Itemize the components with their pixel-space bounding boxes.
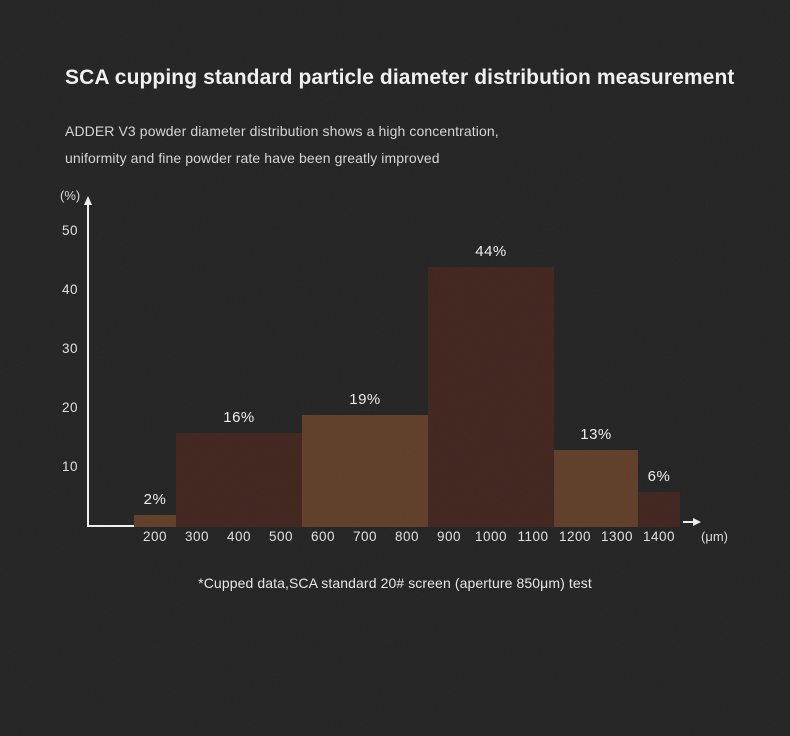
particle-distribution-bar-chart: (%) (μm) 10 20 30 40 50 200 300 400 500 600 700 800… bbox=[60, 188, 728, 544]
bar-value-label-900um: 44% bbox=[475, 243, 507, 260]
y-axis-tick-label-10: 10 bbox=[61, 459, 78, 474]
bar-value-label-300um: 16% bbox=[223, 409, 255, 426]
bar-600um bbox=[302, 415, 428, 527]
x-axis-unit-label: (μm) bbox=[701, 529, 728, 544]
footnote: *Cupped data,SCA standard 20# screen (ap… bbox=[198, 575, 592, 591]
y-axis-tick-label-30: 30 bbox=[61, 341, 78, 356]
y-axis-tick-label-40: 40 bbox=[61, 282, 78, 297]
bar-value-label-600um: 19% bbox=[349, 391, 381, 408]
bar-value-label-1200um: 13% bbox=[580, 426, 612, 443]
y-axis-tick-label-20: 20 bbox=[61, 400, 78, 415]
bar-200um bbox=[134, 515, 176, 527]
x-axis-baseline-segment bbox=[87, 525, 134, 527]
y-axis-line bbox=[87, 204, 89, 527]
bar-1200um bbox=[554, 450, 638, 527]
bar-300um bbox=[176, 433, 302, 527]
bar-900um bbox=[428, 267, 554, 527]
bar-value-label-1400um: 6% bbox=[647, 468, 671, 485]
y-axis-unit-label: (%) bbox=[60, 188, 81, 203]
x-axis-tick-label-1400: 1400 bbox=[642, 529, 676, 544]
bar-1400um bbox=[638, 492, 680, 527]
x-axis-arrow-icon bbox=[693, 518, 701, 526]
y-axis-tick-label-50: 50 bbox=[61, 223, 78, 238]
